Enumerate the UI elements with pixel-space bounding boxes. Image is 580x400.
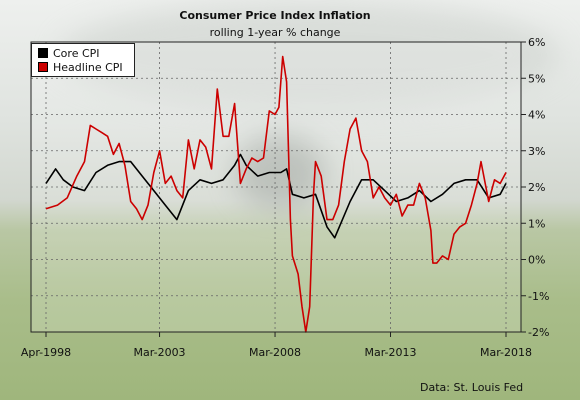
chart-title: Consumer Price Index Inflation bbox=[179, 9, 371, 22]
legend-swatch-headline bbox=[38, 62, 48, 72]
y-tick-label: 1% bbox=[528, 217, 545, 230]
y-tick-label: 4% bbox=[528, 109, 545, 122]
y-tick-label: 3% bbox=[528, 145, 545, 158]
legend-swatch-core bbox=[38, 48, 48, 58]
background-cloud bbox=[60, 0, 560, 110]
x-tick-label: Mar-2003 bbox=[134, 346, 186, 359]
x-tick-label: Apr-1998 bbox=[21, 346, 71, 359]
y-tick-label: 2% bbox=[528, 181, 545, 194]
y-tick-label: -1% bbox=[528, 290, 549, 303]
x-tick-label: Mar-2008 bbox=[249, 346, 301, 359]
y-tick-label: -2% bbox=[528, 326, 549, 339]
grid bbox=[31, 41, 521, 333]
series-line-headline-cpi bbox=[45, 55, 507, 333]
legend-item-headline: Headline CPI bbox=[38, 61, 123, 74]
axis-ticks: -2% -1% 0% 1% 2% 3% 4% 5% 6% Apr-1998 Mar-2003 Mar-… bbox=[21, 36, 550, 359]
legend-label-headline: Headline CPI bbox=[53, 61, 123, 74]
y-tick-label: 6% bbox=[528, 36, 545, 49]
x-tick-label: Mar-2018 bbox=[480, 346, 532, 359]
x-tick-label: Mar-2013 bbox=[365, 346, 417, 359]
y-tick-label: 0% bbox=[528, 254, 545, 267]
y-tick-label: 5% bbox=[528, 72, 545, 85]
series-layer bbox=[45, 55, 507, 333]
source-note: Data: St. Louis Fed bbox=[420, 381, 524, 394]
legend-label-core: Core CPI bbox=[53, 47, 100, 60]
chart-subtitle: rolling 1-year % change bbox=[209, 26, 341, 39]
series-line-core-cpi bbox=[45, 153, 507, 239]
legend-item-core: Core CPI bbox=[38, 47, 100, 60]
legend: Core CPI Headline CPI bbox=[31, 43, 135, 77]
